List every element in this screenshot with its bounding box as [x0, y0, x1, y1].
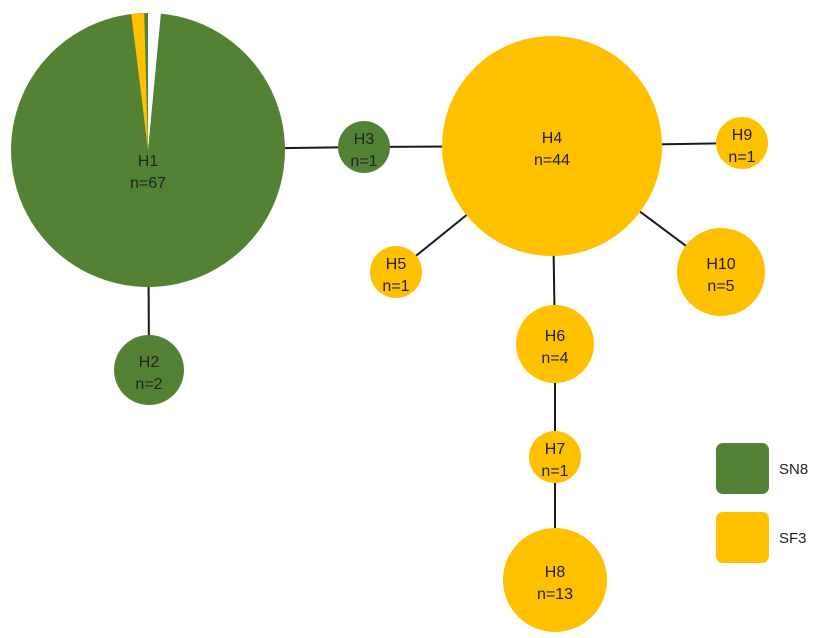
node-count: n=67 — [130, 175, 166, 192]
legend-item-sn8: SN8 — [716, 443, 808, 494]
node-count: n=4 — [541, 350, 568, 367]
node-h2: H2n=2 — [114, 335, 184, 405]
node-label: H8 — [545, 564, 566, 581]
node-count: n=5 — [707, 278, 734, 295]
node-label: H1 — [138, 153, 159, 170]
node-count: n=13 — [537, 586, 573, 603]
node-count: n=1 — [382, 278, 409, 295]
legend-label: SN8 — [779, 461, 808, 478]
node-label: H2 — [139, 354, 160, 371]
node-label: H9 — [732, 127, 753, 144]
node-h4: H4 n=44 — [442, 36, 662, 256]
node-label: H6 — [545, 328, 566, 345]
node-circle — [516, 305, 594, 383]
node-circle — [503, 528, 607, 632]
node-label: H7 — [545, 441, 566, 458]
node-h7: H7n=1 — [529, 431, 581, 483]
node-circle — [716, 117, 768, 169]
node-circle — [442, 36, 662, 256]
pie-slice-sn8 — [10, 13, 285, 287]
node-circle — [114, 335, 184, 405]
node-label: H5 — [386, 256, 407, 273]
node-circle — [677, 228, 765, 316]
node-h6: H6n=4 — [516, 305, 594, 383]
legend-swatch — [716, 512, 769, 563]
node-count: n=2 — [135, 376, 162, 393]
nodes-layer: H1n=67H2n=2H3n=1H4n=44H5n=1H6n=4H7n=1H8n… — [10, 13, 768, 632]
node-h3: H3n=1 — [338, 121, 390, 173]
node-count: n=1 — [350, 153, 377, 170]
node-count: n=1 — [728, 149, 755, 166]
node-circle — [338, 121, 390, 173]
legend-item-sf3: SF3 — [716, 512, 807, 563]
node-label: H10 — [706, 256, 735, 273]
node-label: H4 — [542, 130, 563, 147]
node-h5: H5n=1 — [370, 246, 422, 298]
node-circle — [529, 431, 581, 483]
node-h9: H9n=1 — [716, 117, 768, 169]
pie-slice-sf3 — [131, 13, 148, 150]
node-circle — [370, 246, 422, 298]
node-count: n=44 — [534, 152, 570, 169]
node-count: n=1 — [541, 463, 568, 480]
legend: SN8 SF3 — [716, 443, 808, 563]
node-label: H3 — [354, 131, 375, 148]
legend-swatch — [716, 443, 769, 494]
legend-label: SF3 — [779, 530, 807, 547]
node-h1: H1 n=67 — [10, 13, 285, 287]
node-h8: H8 n=13 — [503, 528, 607, 632]
